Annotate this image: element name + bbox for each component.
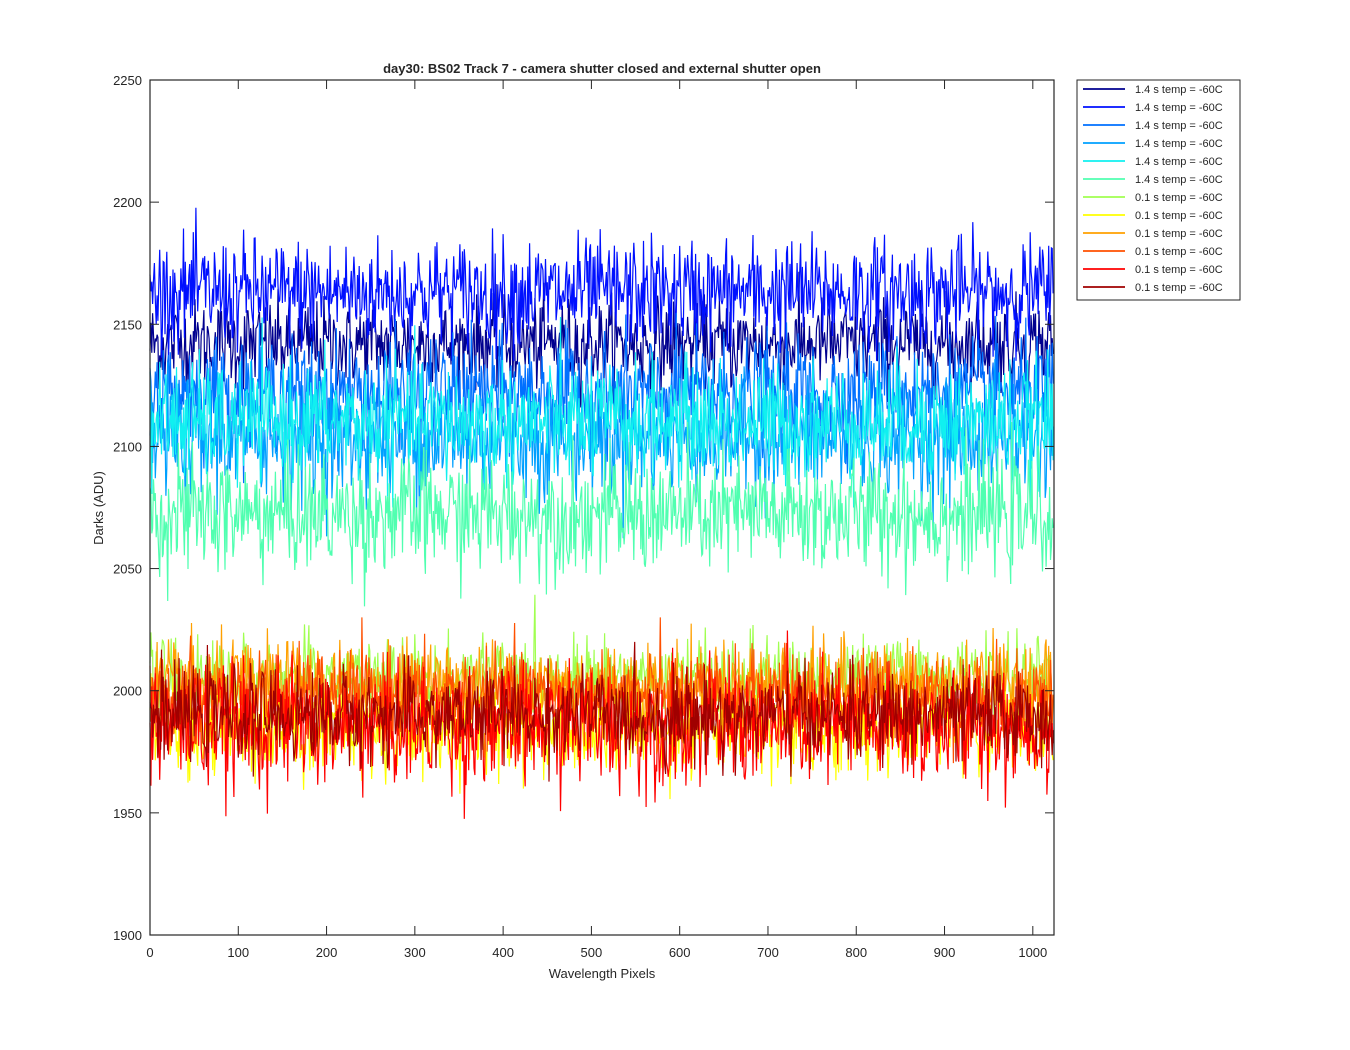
legend-entry: 1.4 s temp = -60C: [1135, 102, 1223, 114]
x-tick-label: 600: [669, 945, 691, 960]
legend-entry: 0.1 s temp = -60C: [1135, 246, 1223, 258]
legend-entry: 0.1 s temp = -60C: [1135, 228, 1223, 240]
axes-layer: 0 100 200 300 400 500 600 700 800 900 1000 1900 1950…: [113, 73, 1055, 960]
x-tick-label: 0: [146, 945, 153, 960]
y-tick-label: 2050: [113, 562, 142, 577]
x-tick-label: 700: [757, 945, 779, 960]
x-tick-label: 400: [492, 945, 514, 960]
legend-entry: 1.4 s temp = -60C: [1135, 84, 1223, 96]
y-tick-label: 2200: [113, 195, 142, 210]
x-tick-label: 1000: [1018, 945, 1047, 960]
legend-entry: 0.1 s temp = -60C: [1135, 264, 1223, 276]
legend-entry: 1.4 s temp = -60C: [1135, 156, 1223, 168]
x-tick-label: 900: [934, 945, 956, 960]
chart-title: day30: BS02 Track 7 - camera shutter clo…: [383, 61, 821, 76]
legend-entry: 1.4 s temp = -60C: [1135, 174, 1223, 186]
plot-frame: [149, 79, 1055, 936]
x-tick-label: 500: [581, 945, 603, 960]
legend-entry: 0.1 s temp = -60C: [1135, 210, 1223, 222]
series-layer: [149, 207, 1054, 819]
series-line-1: [149, 271, 1054, 410]
y-tick-label: 2150: [113, 317, 142, 332]
legend-entry: 0.1 s temp = -60C: [1135, 192, 1223, 204]
legend-box: [1076, 79, 1241, 301]
series-line-5: [149, 316, 1054, 508]
y-tick-label: 2000: [113, 684, 142, 699]
x-tick-label: 300: [404, 945, 426, 960]
legend: 1.4 s temp = -60C 1.4 s temp = -60C 1.4 s …: [1076, 79, 1241, 301]
y-tick-label: 2100: [113, 439, 142, 454]
legend-entry: 0.1 s temp = -60C: [1135, 282, 1223, 294]
x-tick-label: 100: [227, 945, 249, 960]
y-tick-label: 2250: [113, 73, 142, 88]
legend-entry: 1.4 s temp = -60C: [1135, 120, 1223, 132]
series-line-11: [149, 630, 1054, 819]
series-line-4: [149, 356, 1054, 539]
y-tick-label: 1900: [113, 928, 142, 943]
x-axis-label: Wavelength Pixels: [549, 966, 656, 981]
y-tick-label: 1950: [113, 806, 142, 821]
series-line-2: [149, 207, 1054, 361]
legend-entry: 1.4 s temp = -60C: [1135, 138, 1223, 150]
series-line-6: [149, 421, 1054, 607]
y-axis-label: Darks (ADU): [91, 471, 106, 545]
series-line-12: [149, 641, 1054, 782]
x-tick-label: 800: [845, 945, 867, 960]
x-tick-label: 200: [316, 945, 338, 960]
